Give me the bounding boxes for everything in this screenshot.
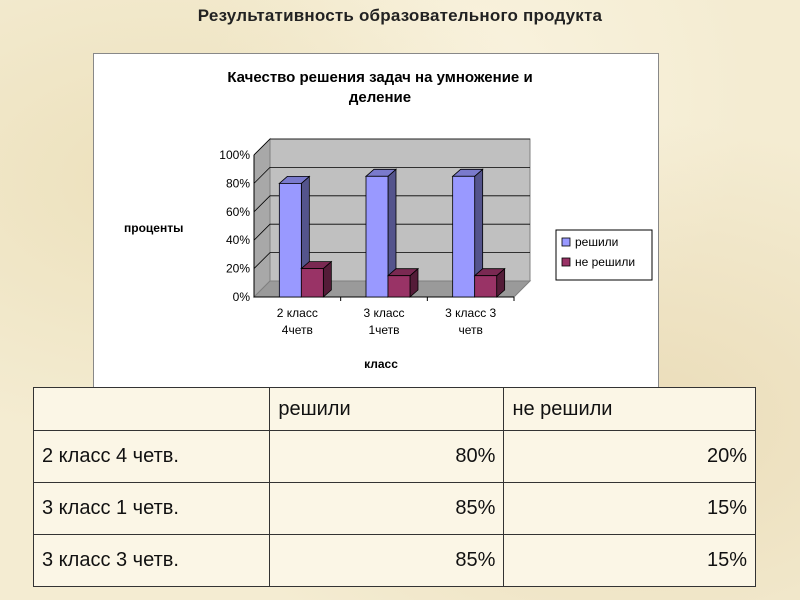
table-cell-solved: 80%	[269, 430, 505, 483]
chart-title-line-2: деление	[349, 89, 411, 106]
table-header-cell: не решили	[503, 387, 756, 431]
y-axis-label: проценты	[124, 221, 183, 235]
page-title: Результативность образовательного продук…	[197, 6, 603, 25]
gridline	[253, 138, 530, 156]
gridline	[253, 195, 530, 213]
table-header-cell: решили	[269, 387, 505, 431]
bar-solved	[365, 175, 389, 298]
table-row: 2 класс 4 четв. 80% 20%	[32, 430, 756, 483]
bar-solved	[452, 175, 476, 298]
bar-not-solved	[387, 275, 411, 298]
bar-solved	[278, 182, 302, 298]
x-tick-label: 1четв	[368, 323, 399, 337]
bar-not-solved	[474, 275, 498, 298]
table-cell-solved: 85%	[269, 482, 505, 535]
gridline	[253, 167, 530, 184]
x-tick-label: четв	[458, 323, 482, 337]
x-axis-label: класс	[364, 357, 398, 371]
legend-label: не решили	[575, 255, 635, 269]
table-cell-not-solved: 15%	[503, 482, 756, 535]
table-header-row: решили не решили	[32, 387, 756, 431]
chart-title-line-1: Качество решения задач на умножение и	[227, 69, 532, 86]
y-tick-label: 100%	[219, 148, 250, 162]
x-tick-label: 2 класс	[277, 306, 318, 320]
table-cell-not-solved: 15%	[503, 534, 756, 587]
legend-swatch	[561, 257, 571, 267]
bar-chart: Качество решения задач на умножение и де…	[124, 69, 653, 371]
x-tick-label: 3 класс 3	[445, 306, 496, 320]
legend-label: решили	[575, 235, 618, 249]
bar-not-solved	[300, 268, 324, 298]
y-tick-label: 40%	[226, 233, 250, 247]
x-tick-label: 4четв	[282, 323, 313, 337]
table-cell-category: 3 класс 3 четв.	[32, 534, 271, 587]
table-row: 3 класс 3 четв. 85% 15%	[32, 534, 756, 587]
chart-container: Качество решения задач на умножение и де…	[93, 53, 659, 389]
table-row: 3 класс 1 четв. 85% 15%	[32, 482, 756, 535]
table-cell-category: 2 класс 4 четв.	[32, 430, 271, 483]
table-cell-solved: 85%	[269, 534, 505, 587]
y-tick-label: 60%	[226, 205, 250, 219]
table-cell-category: 3 класс 1 четв.	[32, 482, 271, 535]
gridline	[253, 223, 530, 241]
y-tick-label: 80%	[226, 176, 250, 190]
y-tick-label: 20%	[226, 262, 250, 276]
table-cell-not-solved: 20%	[503, 430, 756, 483]
chart-side-wall	[253, 137, 271, 299]
gridline	[253, 252, 530, 269]
y-tick-label: 0%	[233, 290, 251, 304]
x-tick-label: 3 класс	[363, 306, 404, 320]
legend-box	[555, 229, 653, 281]
data-table: решили не решили 2 класс 4 четв. 80% 20%…	[32, 387, 756, 587]
legend-swatch	[561, 237, 571, 247]
table-header-cell	[32, 387, 271, 431]
